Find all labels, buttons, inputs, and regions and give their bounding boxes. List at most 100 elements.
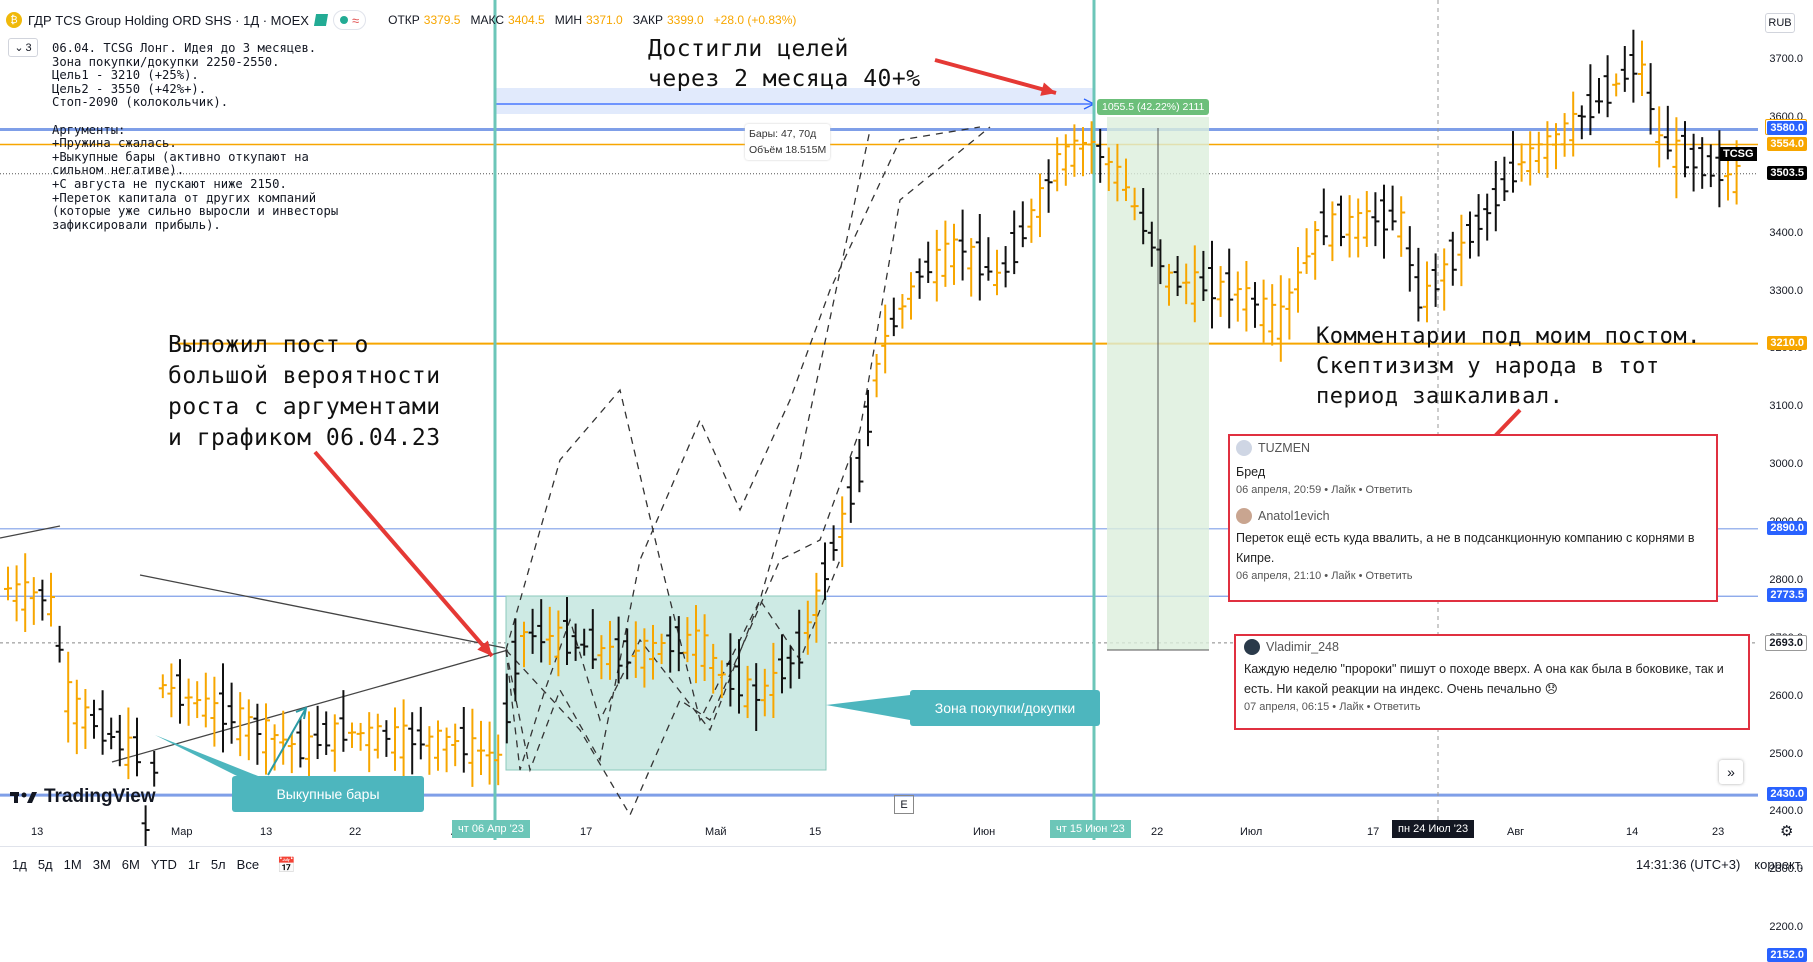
price-bar <box>236 692 245 757</box>
timeframe-button[interactable]: Все <box>236 857 260 872</box>
comment-text: Переток ещё есть куда ввалить, а не в по… <box>1236 531 1695 565</box>
price-bar <box>1517 143 1526 182</box>
price-bar <box>846 457 855 523</box>
timeframe-button[interactable]: 6М <box>121 857 140 872</box>
comment-meta[interactable]: 07 апреля, 06:15 • Лайк • Ответить <box>1244 701 1421 713</box>
price-bar <box>287 732 296 774</box>
collapse-indicators-button[interactable]: ⌄ 3 <box>8 38 38 57</box>
price-tick: 3100.0 <box>1769 400 1803 413</box>
timeframe-button[interactable]: YTD <box>150 857 177 872</box>
clock[interactable]: 14:31:36 (UTC+3) <box>1635 857 1741 872</box>
price-bar <box>1345 195 1354 258</box>
price-bar <box>752 663 761 731</box>
price-bar <box>1328 201 1337 262</box>
price-bar <box>1104 147 1113 191</box>
currency-selector[interactable]: RUB <box>1765 13 1795 33</box>
price-bar <box>133 717 141 777</box>
price-bar <box>1233 271 1242 322</box>
price-label: 3210.0 <box>1767 335 1807 350</box>
price-bar <box>365 712 374 773</box>
price-bar <box>864 389 872 447</box>
price-bar <box>760 668 769 717</box>
date-range-icon[interactable]: 📅 <box>277 856 296 874</box>
buy-zone-rect <box>505 595 827 771</box>
price-bar <box>124 707 133 780</box>
timeframe-button[interactable]: 1г <box>187 857 200 872</box>
comment-username[interactable]: Vladimir_248 <box>1266 640 1339 654</box>
price-bar <box>262 703 270 775</box>
price-bar <box>313 705 322 760</box>
price-bar <box>975 214 984 301</box>
scroll-to-realtime-button[interactable]: » <box>1719 760 1743 784</box>
price-tick: 3000.0 <box>1769 458 1803 471</box>
time-tick: 22 <box>1151 826 1164 838</box>
red-arrow-icon <box>934 58 1057 96</box>
price-bar <box>1534 131 1543 174</box>
price-bar <box>649 624 657 680</box>
price-bar <box>1397 196 1406 257</box>
idea-note-text: 06.04. TCSG Лонг. Идея до 3 месяцев. Зон… <box>52 41 339 232</box>
price-bar <box>1337 195 1345 247</box>
price-bar <box>889 297 898 337</box>
price-bar <box>958 209 967 281</box>
ohlc-open-value: 3379.5 <box>423 13 461 27</box>
price-bar <box>1070 124 1079 177</box>
price-bar <box>520 621 528 668</box>
timeframe-button[interactable]: 5л <box>210 857 226 872</box>
price-bar <box>812 572 821 643</box>
price-bar <box>1001 246 1010 288</box>
comment-username[interactable]: Anatol1evich <box>1258 509 1330 523</box>
trend-line <box>139 574 506 649</box>
price-bar <box>1018 201 1027 248</box>
price-bar <box>1569 91 1578 157</box>
timeframe-button[interactable]: 1д <box>12 857 27 872</box>
chart-canvas[interactable] <box>0 0 1813 846</box>
ohlc-open-key: ОТКР <box>388 13 420 27</box>
price-bar <box>717 660 726 699</box>
timeframe-button[interactable]: 3М <box>92 857 111 872</box>
price-bar <box>296 717 305 768</box>
gear-icon[interactable]: ⚙ <box>1780 823 1794 840</box>
price-tick: 3400.0 <box>1769 226 1803 239</box>
comment-username[interactable]: TUZMEN <box>1258 441 1311 455</box>
tradingview-logo-text: TradingView <box>44 786 156 807</box>
measure-bars-line1: Бары: 47, 70д <box>749 128 817 140</box>
status-pill[interactable]: ≈ <box>332 10 367 30</box>
comment-meta[interactable]: 06 апреля, 20:59 • Лайк • Ответить <box>1236 484 1413 496</box>
price-bar <box>855 439 864 493</box>
market-open-dot-icon <box>339 16 348 24</box>
symbol-title[interactable]: ГДР TCS Group Holding ORD SHS · 1Д · MOE… <box>28 12 309 28</box>
events-button[interactable]: E <box>894 795 914 814</box>
price-axis[interactable]: 3700.03600.03500.03400.03300.03200.03100… <box>1758 0 1813 962</box>
tradingview-logo: TradingView <box>10 786 156 808</box>
price-tick: 2400.0 <box>1769 805 1803 818</box>
price-bar <box>614 616 623 684</box>
price-bar <box>950 223 958 285</box>
price-bar <box>1182 263 1191 305</box>
price-bar <box>528 608 537 654</box>
price-bar <box>984 237 993 281</box>
price-label: 2693.0 <box>1765 634 1807 651</box>
price-bar <box>1663 105 1672 160</box>
price-bar <box>1457 214 1466 287</box>
adjustment-mode[interactable]: коррект. <box>1754 857 1803 872</box>
time-tick: 13 <box>31 826 44 838</box>
flag-icon[interactable] <box>313 14 329 26</box>
price-bar <box>1190 245 1199 323</box>
price-bar <box>881 304 890 374</box>
price-bar <box>425 726 434 775</box>
price-bar <box>1285 278 1294 340</box>
price-bar <box>1431 253 1440 307</box>
comment-meta[interactable]: 06 апреля, 21:10 • Лайк • Ответить <box>1236 570 1413 582</box>
ohlc-high-key: МАКС <box>470 13 505 27</box>
price-bar <box>606 620 614 680</box>
price-bar <box>1629 29 1638 103</box>
time-tick: 15 <box>809 826 822 838</box>
timeframe-button[interactable]: 5д <box>37 857 53 872</box>
price-bar <box>399 699 408 777</box>
timeframe-button[interactable]: 1М <box>63 857 82 872</box>
arrow-head-icon <box>295 706 308 720</box>
timeframe-list: 1д 5д 1М 3М 6М YTD 1г 5л Все <box>12 857 259 872</box>
time-tick: Май <box>705 826 727 838</box>
ohlc-low-value: 3371.0 <box>586 13 623 27</box>
